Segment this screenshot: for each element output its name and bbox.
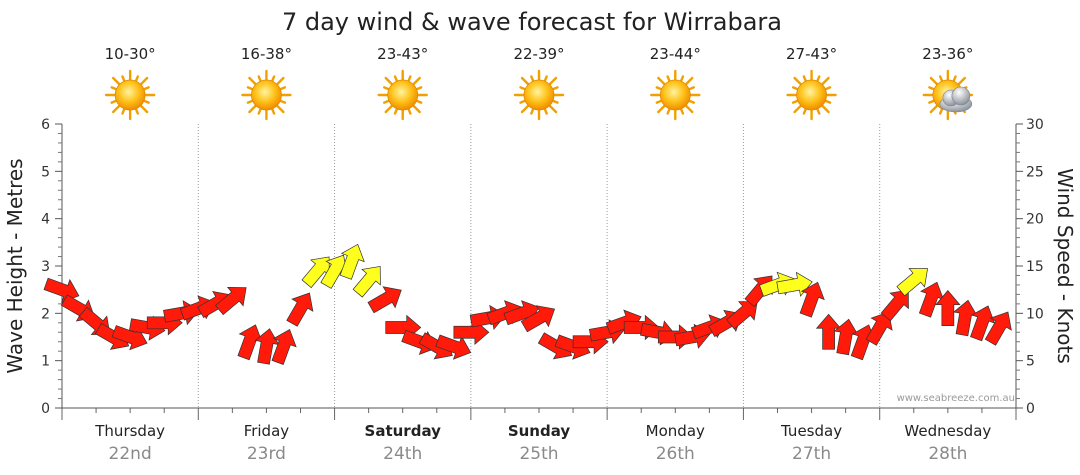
day-name-label: Sunday <box>508 422 571 440</box>
wind-arrow <box>367 286 402 314</box>
wind-arrow <box>918 281 945 318</box>
wind-arrow <box>833 318 859 356</box>
weather-icons: 10-30° 16-38° 23-43° 22-39° 23-44° 27-43° 23-3… <box>104 45 974 121</box>
temperature-label: 22-39° <box>513 45 564 63</box>
wind-arrows <box>43 243 1012 365</box>
left-tick-label: 1 <box>41 354 50 370</box>
day-name-label: Wednesday <box>904 422 991 440</box>
day-name-label: Saturday <box>365 422 442 440</box>
sun-icon <box>650 69 701 121</box>
left-axis-ticks: 0 1 2 3 4 5 6 <box>41 117 62 417</box>
wind-arrow <box>301 256 330 289</box>
wind-arrow <box>984 311 1012 346</box>
wind-arrow <box>726 301 758 330</box>
day-date-label: 23rd <box>247 444 286 464</box>
day-date-label: 25th <box>519 444 558 464</box>
sun-icon <box>786 69 837 121</box>
right-axis-ticks: 0 5 10 15 20 25 30 <box>1016 117 1044 417</box>
wind-arrow <box>352 265 381 298</box>
wind-arrow <box>935 290 961 326</box>
right-tick-label: 20 <box>1026 212 1044 228</box>
day-name-label: Friday <box>244 422 290 440</box>
wind-arrow <box>237 324 263 361</box>
right-tick-label: 5 <box>1026 354 1035 370</box>
right-tick-label: 0 <box>1026 401 1035 417</box>
wind-arrow <box>896 268 928 297</box>
right-tick-label: 10 <box>1026 306 1044 322</box>
temperature-label: 23-36° <box>922 45 973 63</box>
wind-arrow <box>880 289 909 322</box>
sun-icon <box>104 69 156 121</box>
temperature-label: 27-43° <box>786 45 837 63</box>
wind-arrow <box>952 299 979 337</box>
wind-arrow <box>286 292 314 327</box>
left-tick-label: 4 <box>41 212 50 228</box>
right-tick-label: 25 <box>1026 164 1044 180</box>
right-tick-label: 30 <box>1026 117 1044 133</box>
temperature-label: 23-44° <box>650 45 701 63</box>
left-tick-label: 6 <box>41 117 50 133</box>
sun-icon <box>513 69 565 121</box>
day-name-label: Monday <box>646 422 705 440</box>
wind-arrow <box>271 329 297 365</box>
left-tick-label: 0 <box>41 401 50 417</box>
right-axis-title: Wind Speed - Knots <box>1053 168 1077 364</box>
temperature-label: 10-30° <box>105 45 156 63</box>
credit-text: www.seabreeze.com.au <box>897 393 1015 404</box>
day-date-label: 24th <box>383 444 422 464</box>
wind-arrow <box>435 334 472 360</box>
left-axis-title: Wave Height - Metres <box>3 158 27 373</box>
wind-arrow <box>214 287 247 316</box>
left-tick-label: 3 <box>41 259 50 275</box>
temperature-label: 16-38° <box>241 45 292 63</box>
chart-title: 7 day wind & wave forecast for Wirrabara <box>282 8 782 36</box>
wind-arrow <box>970 305 996 342</box>
sun-icon <box>377 69 428 121</box>
wind-arrow <box>520 305 556 333</box>
right-tick-label: 15 <box>1026 259 1044 275</box>
partly-cloudy-icon <box>922 69 974 121</box>
day-date-label: 26th <box>656 444 695 464</box>
day-date-label: 28th <box>928 444 967 464</box>
chart-grid <box>61 124 1017 420</box>
wind-arrow <box>254 328 280 365</box>
day-date-label: 22nd <box>109 444 152 464</box>
wind-arrow <box>815 313 842 350</box>
day-labels: Thursday 22nd Friday 23rd Saturday 24th Sunday… <box>94 422 991 464</box>
left-tick-label: 5 <box>41 164 50 180</box>
wind-arrow <box>799 281 825 318</box>
day-name-label: Thursday <box>94 422 165 440</box>
temperature-label: 23-43° <box>377 45 428 63</box>
wind-arrow <box>339 243 365 280</box>
plot-frame <box>61 124 1017 409</box>
left-tick-label: 2 <box>41 306 50 322</box>
sun-icon <box>241 69 292 121</box>
day-name-label: Tuesday <box>780 422 842 440</box>
day-date-label: 27th <box>792 444 831 464</box>
